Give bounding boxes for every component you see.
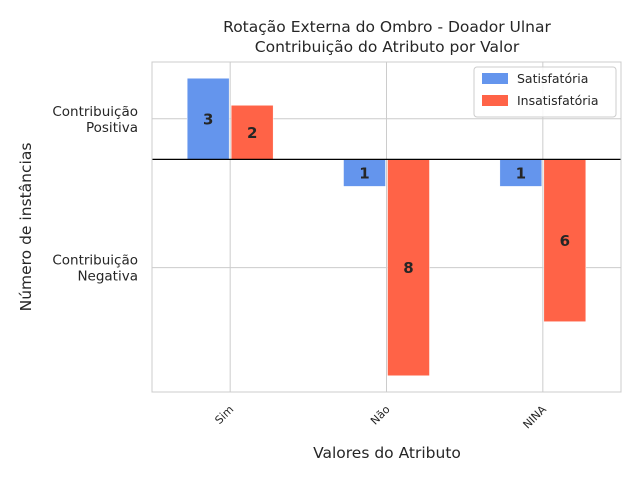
x-tick-label: NINA (521, 403, 550, 432)
bars (186, 77, 587, 377)
data-label: 3 (203, 110, 213, 128)
legend-label-satisfatoria: Satisfatória (517, 71, 588, 86)
legend-box (473, 66, 617, 118)
legend: Satisfatória Insatisfatória (473, 66, 617, 118)
data-label: 1 (516, 164, 526, 182)
x-tick-label: Sim (212, 403, 236, 427)
data-labels: 3 1 1 2 8 6 (203, 110, 570, 277)
legend-swatch-insatisfatoria (482, 95, 508, 106)
x-tick-label: Não (368, 403, 393, 428)
x-axis-label: Valores do Atributo (313, 444, 461, 462)
data-label: 8 (403, 259, 413, 277)
title-line-1: Rotação Externa do Ombro - Doador Ulnar (223, 18, 551, 36)
legend-label-insatisfatoria: Insatisfatória (517, 93, 599, 108)
y-tick-label: Contribuição (52, 253, 138, 269)
bar-insatisfatória-sim (230, 105, 274, 160)
x-tick-labels: Sim Não NINA (212, 403, 549, 432)
y-tick-label: Positiva (86, 120, 138, 136)
data-label: 1 (359, 164, 369, 182)
plot-frame (151, 61, 622, 393)
legend-swatch-satisfatoria (482, 73, 508, 84)
title-line-2: Contribuição do Atributo por Valor (255, 38, 520, 56)
y-tick-label: Contribuição (52, 104, 138, 120)
bar-satisfatória-não (343, 159, 386, 187)
bar-satisfatória-sim (186, 77, 230, 160)
data-label: 2 (247, 124, 257, 142)
y-tick-label: Negativa (77, 269, 138, 285)
y-axis-label: Número de instâncias (17, 143, 35, 312)
chart-title: Rotação Externa do Ombro - Doador Ulnar … (223, 18, 551, 56)
data-label: 6 (560, 232, 570, 250)
